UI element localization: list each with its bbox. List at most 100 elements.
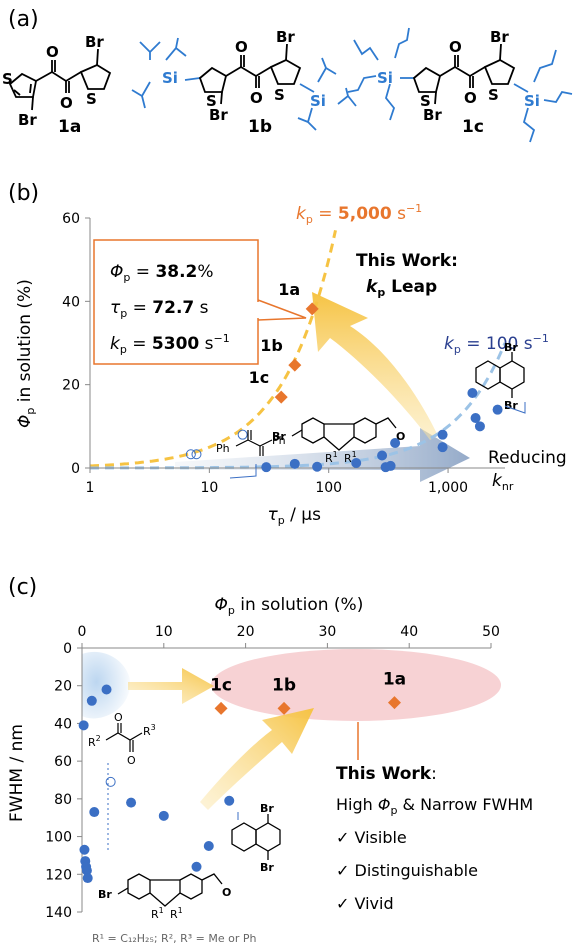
structure-1b [131,37,357,131]
data-point [82,873,93,884]
kp-100-label: kp = 100 s−1 [444,332,549,356]
benzil-structure [235,430,273,456]
point-label-1c: 1c [249,368,270,387]
fluorene-br: Br [272,430,286,443]
panel-b-axes: 0 20 40 60 1 10 100 1,000 τp / µs Φp in solution … [15,211,505,527]
compound-label-1b: 1b [248,117,272,137]
atom-s: S [2,70,13,88]
atom-si: Si [310,92,326,110]
structure-1a [8,48,112,111]
x-tick-label: 1 [86,480,95,496]
x-tick-label: 20 [237,624,255,640]
naphthalene-c-br-top: Br [260,802,274,815]
data-point [79,844,90,855]
point-label-1a: 1a [383,670,406,690]
diketone-r2: R2 [88,734,101,749]
y-axis-label: FWHM / nm [7,724,27,822]
point-label-1c: 1c [210,675,232,695]
footnote: R¹ = C₁₂H₂₅; R², R³ = Me or Ph [92,932,257,945]
x-tick-label: 40 [400,624,418,640]
data-point [390,438,401,448]
this-work-title-c: This Work: [336,764,437,784]
panel-b-label: (b) [8,181,39,206]
this-work-highlight [211,649,501,721]
y-tick-label: 120 [45,867,72,883]
callout-box: Φp = 38.2% τp = 72.7 s kp = 5300 s−1 [93,239,307,365]
data-point [312,461,323,472]
data-point [492,404,503,415]
point-1c [214,701,228,715]
atom-br: Br [18,111,37,129]
data-point [158,810,169,821]
data-point [467,388,478,398]
x-tick-label: 10 [200,480,218,496]
atom-s: S [274,86,285,104]
atom-si: Si [524,92,540,110]
atom-s: S [86,90,97,108]
callout-phi: Φp = 38.2% [110,262,214,284]
data-point [78,720,89,731]
point-1a [305,302,319,316]
atom-o: O [235,38,248,56]
panel-c: (c) 0 10 20 30 40 50 0 20 40 60 80 100 120 140 Φp in s… [7,575,533,945]
x-tick-label: 50 [482,624,500,640]
diketone-o-top: O [114,711,123,724]
fluorene-c-r1-left: R1 [151,906,164,921]
x-tick-label: 10 [155,624,173,640]
atom-si: Si [377,69,393,87]
data-point [289,458,300,469]
data-point [191,861,202,872]
data-point [377,450,388,461]
panel-a: (a) S Br Br S O O 1a [2,7,573,143]
data-point [89,807,100,818]
callout-frame [93,239,259,365]
fluorene-structure-c [117,873,223,907]
panel-c-axes: 0 10 20 30 40 50 0 20 40 60 80 100 120 140 Φp in solut… [7,595,500,921]
data-point [86,695,97,706]
diketone-structure [105,723,143,752]
data-point [261,462,272,473]
y-tick-label: 100 [45,830,72,846]
data-point [101,684,112,695]
this-work-title-b: This Work: [356,251,458,271]
y-axis-label: Φp in solution (%) [15,279,37,428]
reducing-knr-arrow [175,428,470,482]
data-point [224,795,235,806]
y-tick-label: 140 [45,905,72,921]
panel-a-label: (a) [8,7,39,32]
data-point [385,460,396,471]
data-point [474,421,485,432]
data-point [351,458,362,468]
atom-o: O [464,89,477,107]
y-tick-label: 0 [71,461,80,477]
panel-b: (b) 0 20 40 60 1 10 100 1,000 τp / µs Φp in solut… [8,181,567,527]
arrow-up-right [200,708,314,810]
data-point [185,449,196,460]
data-point [126,797,137,808]
x-tick-label: 1,000 [428,480,468,496]
naphthalene-br-bottom: Br [504,399,518,412]
point-label-1b: 1b [272,675,296,695]
fluorene-r1-right: R1 [344,450,357,465]
y-tick-label: 60 [62,211,80,227]
x-tick-label: 0 [78,624,87,640]
naphthalene-connector [504,402,526,414]
panel-c-label: (c) [8,575,37,600]
point-1c [274,390,288,404]
point-label-1b: 1b [260,336,283,355]
kp-leap-arrow [312,292,438,440]
y-tick-label: 60 [54,754,72,770]
knr-label: knr [492,471,514,493]
dibromonaphthalene-structure-c [231,814,281,860]
feature-line: High Φp & Narrow FWHM [336,795,533,817]
atom-s: S [488,86,499,104]
y-tick-label: 20 [62,378,80,394]
compound-label-1c: 1c [462,117,484,137]
benzil-ph-left: Ph [216,442,230,455]
atom-o: O [449,38,462,56]
y-tick-label: 80 [54,792,72,808]
compound-label-1a: 1a [58,117,81,137]
point-1a [387,696,401,710]
fluorene-r1-left: R1 [325,450,338,465]
fluorene-aldehyde-structure [291,417,397,451]
